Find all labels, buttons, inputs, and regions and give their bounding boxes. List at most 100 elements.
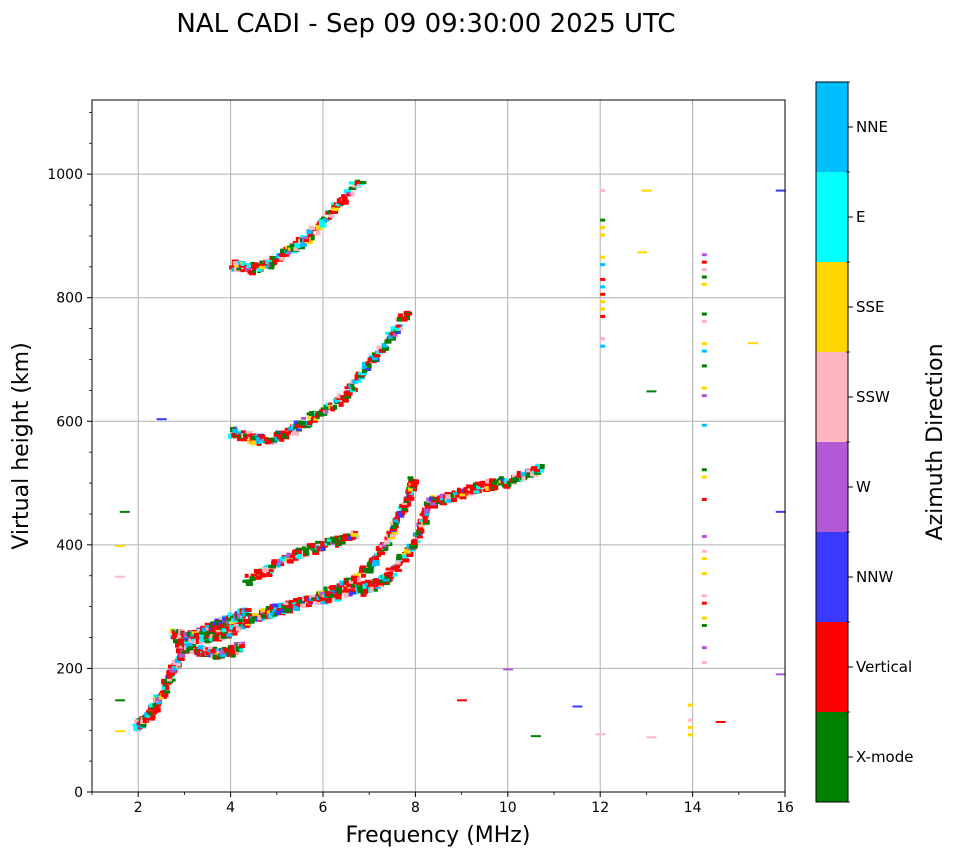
data-point	[169, 667, 176, 673]
colorbar-segment	[816, 442, 848, 532]
data-point	[701, 282, 707, 286]
data-point	[445, 494, 452, 500]
data-point	[266, 610, 272, 614]
data-point	[200, 639, 207, 643]
data-point	[701, 557, 707, 561]
data-point	[282, 555, 288, 559]
data-point	[402, 554, 409, 559]
data-point	[273, 560, 279, 564]
data-point	[701, 319, 707, 323]
data-point	[701, 275, 707, 279]
data-point	[174, 642, 181, 648]
data-point	[313, 417, 319, 421]
data-point	[316, 596, 322, 601]
data-point	[162, 686, 167, 690]
data-point	[249, 433, 257, 438]
data-point	[218, 623, 223, 628]
x-tick-label: 16	[776, 800, 794, 816]
x-tick-label: 6	[319, 800, 328, 816]
data-point	[265, 564, 271, 568]
data-point	[237, 608, 242, 614]
data-point	[277, 434, 284, 440]
data-point	[237, 614, 242, 620]
data-point	[288, 599, 294, 603]
data-point	[233, 263, 240, 269]
data-point	[228, 649, 233, 654]
data-point	[333, 404, 338, 410]
data-point	[269, 261, 275, 267]
data-point	[172, 639, 179, 644]
data-point	[509, 478, 516, 483]
data-point	[356, 585, 363, 590]
data-point	[701, 601, 707, 605]
data-point	[319, 591, 327, 597]
data-point	[135, 719, 141, 724]
data-point	[306, 545, 311, 549]
data-point	[397, 514, 405, 518]
data-point	[388, 571, 393, 576]
data-point	[245, 266, 252, 272]
data-point	[456, 487, 461, 492]
data-point	[511, 480, 517, 484]
data-point	[302, 604, 310, 609]
data-point	[319, 224, 327, 228]
data-point	[389, 536, 396, 540]
data-point	[234, 623, 241, 627]
data-point	[372, 578, 378, 584]
data-point	[261, 566, 269, 572]
data-point	[310, 235, 315, 241]
grid-lines	[92, 100, 786, 792]
data-point	[304, 239, 310, 243]
data-point	[410, 482, 418, 488]
data-point	[492, 485, 497, 491]
data-point	[415, 532, 422, 536]
data-point	[175, 630, 180, 634]
data-point	[476, 485, 483, 490]
data-point	[196, 651, 203, 657]
data-point	[270, 437, 278, 442]
data-point	[600, 263, 606, 267]
data-point	[320, 407, 325, 411]
data-point	[335, 203, 341, 207]
data-point	[271, 612, 278, 617]
data-point	[409, 489, 414, 495]
data-point	[249, 437, 257, 443]
data-point	[355, 180, 362, 184]
data-point	[343, 189, 351, 194]
data-point	[701, 386, 707, 390]
data-point	[350, 576, 355, 582]
data-point	[278, 562, 285, 567]
data-point	[222, 617, 228, 622]
data-point	[641, 189, 652, 192]
data-point	[429, 496, 435, 502]
data-point	[345, 390, 353, 396]
data-point	[406, 551, 414, 557]
data-point	[315, 540, 323, 544]
data-point	[600, 344, 606, 348]
data-point	[308, 225, 314, 230]
data-point	[330, 406, 336, 412]
colorbar-tick-label: SSW	[856, 388, 890, 406]
data-point	[352, 379, 359, 384]
data-point	[775, 673, 786, 676]
data-point	[350, 582, 355, 588]
data-point	[469, 485, 476, 489]
data-point	[407, 496, 415, 501]
data-point	[276, 562, 281, 568]
data-point	[305, 602, 312, 607]
data-point	[395, 324, 401, 328]
data-point	[297, 603, 303, 608]
data-point	[306, 596, 311, 601]
data-point	[282, 433, 289, 439]
data-point	[387, 537, 392, 542]
data-point	[219, 616, 226, 620]
colorbar-frame	[815, 81, 849, 803]
data-point	[265, 605, 271, 610]
data-point	[283, 602, 289, 606]
data-point	[412, 479, 419, 485]
data-point	[404, 497, 409, 502]
data-point	[152, 703, 157, 707]
data-point	[531, 470, 537, 474]
data-point	[297, 596, 305, 600]
data-point	[284, 607, 292, 613]
